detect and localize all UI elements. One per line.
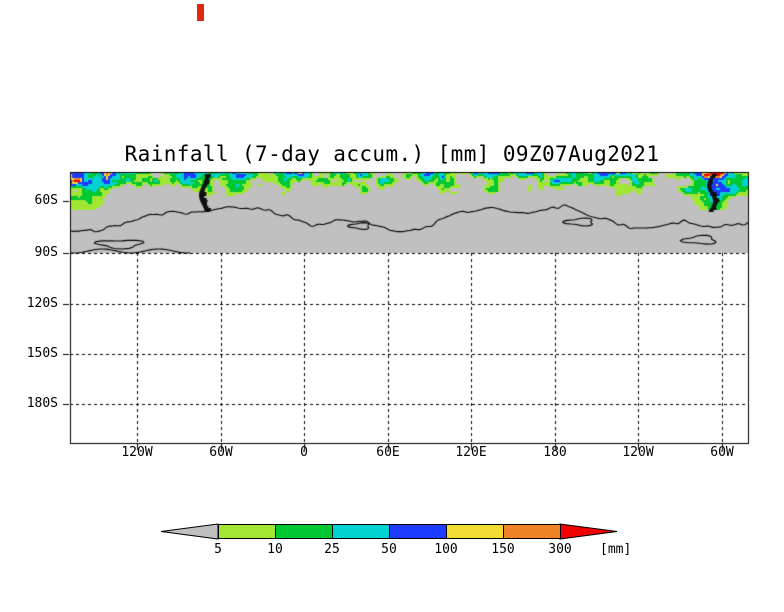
colorbar-left-arrow-shape	[160, 523, 219, 540]
x-axis-label: 180	[543, 445, 567, 460]
colorbar-tick-label: 150	[491, 542, 515, 557]
colorbar-right-arrow-shape	[559, 523, 618, 540]
y-axis-label: 180S	[26, 396, 58, 411]
colorbar-segment	[275, 524, 333, 539]
colorbar-tick-label: 25	[324, 542, 340, 557]
colorbar-segment	[446, 524, 504, 539]
colorbar-tick-label: 100	[434, 542, 458, 557]
y-axis-label: 60S	[34, 193, 58, 208]
rainfall-map-canvas	[60, 166, 760, 453]
colorbar-tick-label: 10	[267, 542, 283, 557]
colorbar-segment	[503, 524, 561, 539]
colorbar-segment	[332, 524, 390, 539]
plot-title: Rainfall (7-day accum.) [mm] 09Z07Aug202…	[124, 142, 660, 166]
colorbar-tick-label: 300	[548, 542, 572, 557]
x-axis-label: 0	[300, 445, 308, 460]
y-axis-label: 120S	[26, 296, 58, 311]
render-artifact-mark	[197, 4, 204, 21]
y-axis-label: 150S	[26, 346, 58, 361]
colorbar-tick-label: 50	[381, 542, 397, 557]
x-axis-label: 60W	[209, 445, 233, 460]
x-axis-label: 60W	[710, 445, 734, 460]
colorbar-segment	[218, 524, 276, 539]
colorbar-tick-label: 5	[214, 542, 222, 557]
x-axis-label: 120W	[622, 445, 654, 460]
colorbar-unit-label: [mm]	[600, 542, 632, 557]
x-axis-label: 60E	[376, 445, 400, 460]
x-axis-label: 120E	[455, 445, 487, 460]
y-axis-label: 90S	[34, 245, 58, 260]
colorbar-left-arrow	[160, 523, 219, 540]
colorbar-segment	[389, 524, 447, 539]
colorbar-right-arrow	[559, 523, 618, 540]
x-axis-label: 120W	[121, 445, 153, 460]
